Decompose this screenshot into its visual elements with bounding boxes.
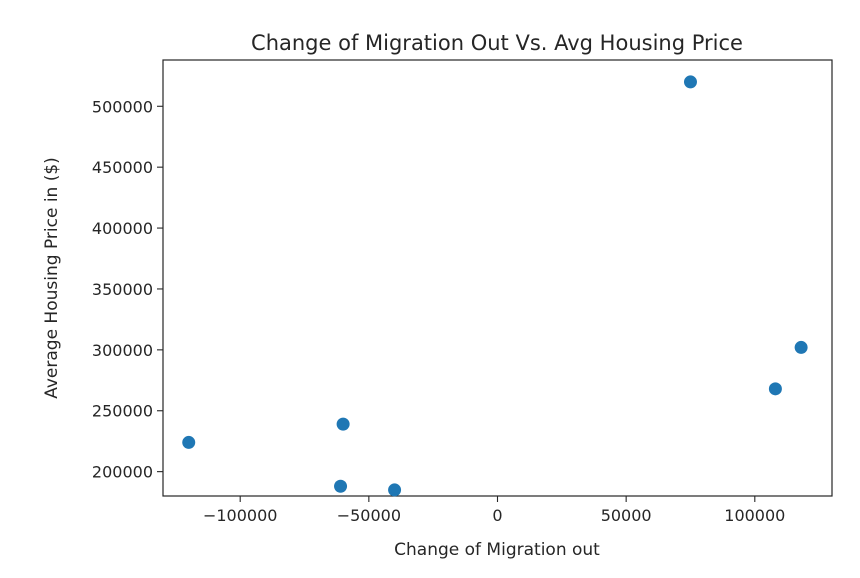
x-tick-label: 0 — [492, 506, 502, 525]
x-tick-label: 50000 — [601, 506, 652, 525]
y-tick-label: 400000 — [92, 219, 153, 238]
y-tick-label: 350000 — [92, 280, 153, 299]
scatter-point — [388, 483, 402, 497]
x-axis: −100000 −50000 0 50000 100000 — [203, 496, 785, 525]
y-tick-label: 200000 — [92, 463, 153, 482]
scatter-point — [683, 75, 697, 89]
y-tick-label: 250000 — [92, 402, 153, 421]
x-tick-label: −50000 — [337, 506, 401, 525]
plot-area — [162, 59, 833, 497]
axes-frame — [162, 59, 833, 497]
scatter-point — [182, 435, 196, 449]
y-tick-label: 450000 — [92, 158, 153, 177]
y-axis: 200000 250000 300000 350000 400000 450000 5000… — [92, 97, 163, 482]
scatter-point — [794, 340, 808, 354]
scatter-point — [334, 479, 348, 493]
data-points — [182, 75, 808, 497]
x-tick-label: −100000 — [203, 506, 277, 525]
x-tick-label: 100000 — [724, 506, 785, 525]
scatter-point — [336, 417, 350, 431]
chart-title: Change of Migration Out Vs. Avg Housing … — [251, 31, 743, 55]
y-tick-label: 500000 — [92, 97, 153, 116]
y-tick-label: 300000 — [92, 341, 153, 360]
x-axis-label: Change of Migration out — [394, 540, 600, 560]
y-axis-label: Average Housing Price in ($) — [42, 157, 62, 399]
scatter-point — [768, 382, 782, 396]
